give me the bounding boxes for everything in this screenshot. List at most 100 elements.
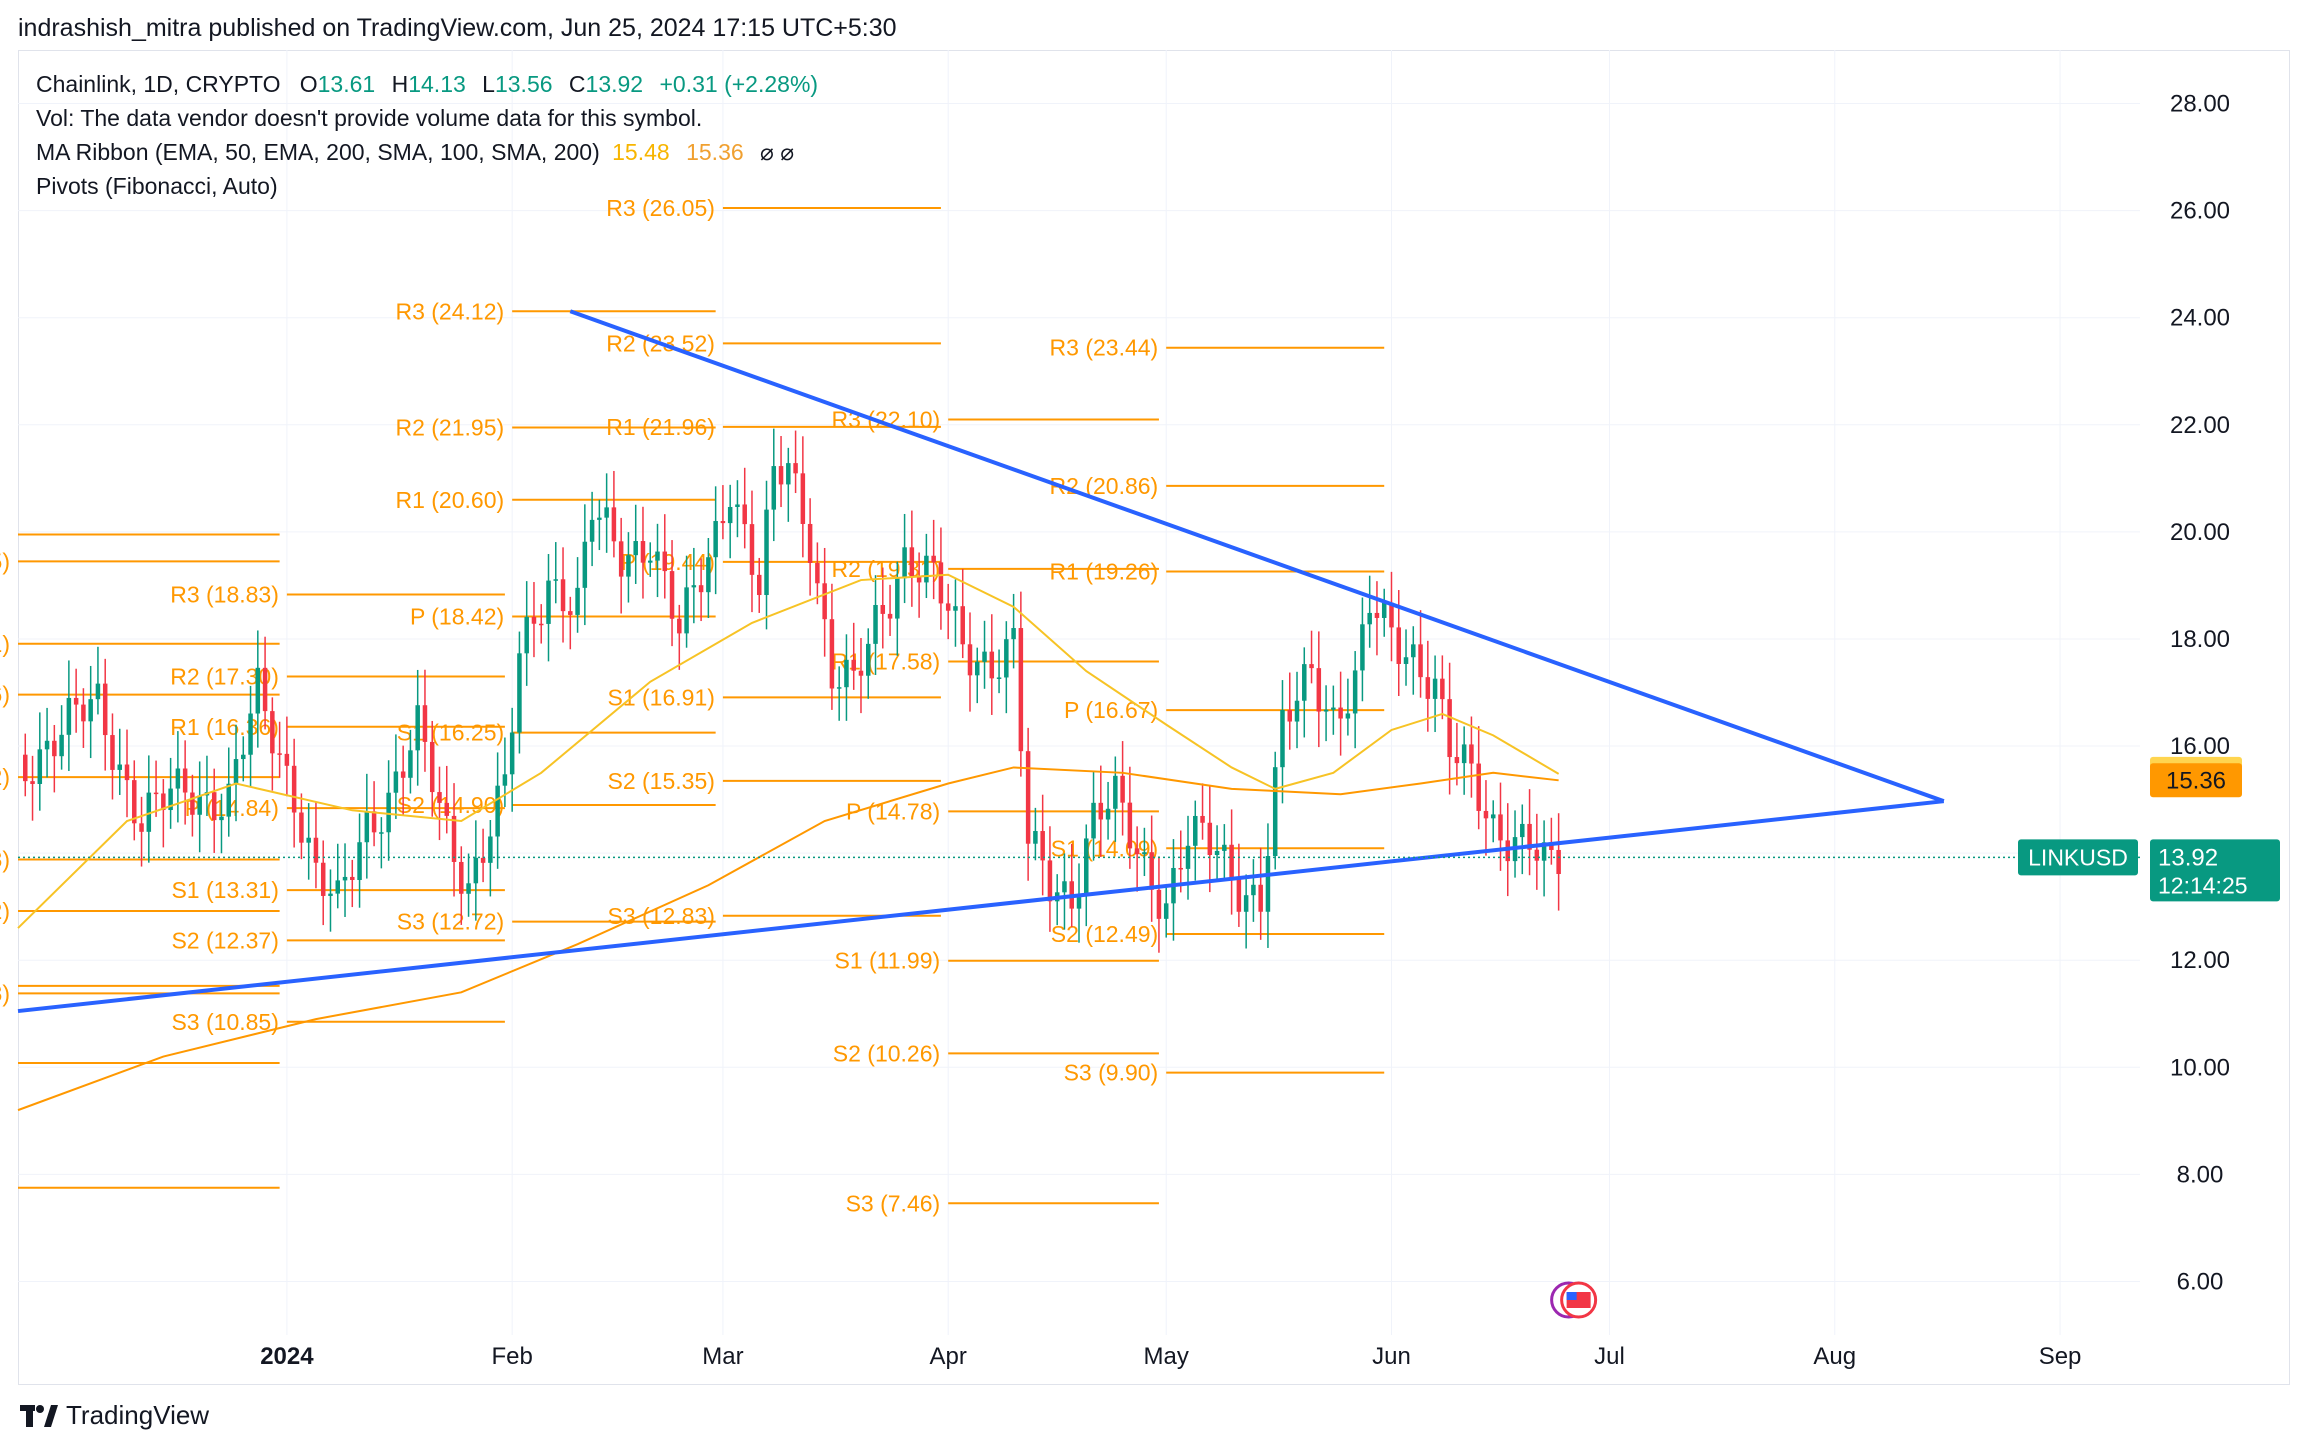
pivot-level-label: P (15.42) [0,764,10,790]
candle-body [1396,627,1402,664]
candle-body [1098,802,1104,820]
pivot-level-label: R1 (17.58) [832,648,941,674]
pivot-level-label: P (18.42) [410,603,504,629]
pivot-level-label: R3 (18.83) [170,582,279,608]
x-tick-label: May [1144,1343,1189,1370]
legend-c-value: 13.92 [585,71,644,97]
legend-ma-ribbon[interactable]: MA Ribbon (EMA, 50, EMA, 200, SMA, 100, … [36,139,794,166]
pivot-level-label: R1 (21.96) [606,414,715,440]
trendline [17,799,1945,1014]
x-tick-label: Apr [930,1343,967,1370]
candle-body [1520,823,1525,838]
candle-body [1476,763,1481,811]
pivot-level-label: S1 (11.99) [834,948,940,974]
pivot-level-label: R1 (19.26) [1050,558,1159,584]
y-tick-label: 18.00 [2170,626,2230,653]
candle-body [175,768,181,789]
candle-body [735,504,740,507]
candle-body [604,507,609,518]
candle-body [786,463,791,485]
pivot-level-label: S3 (7.46) [846,1190,941,1216]
pivot-level-label: R1 (16.36) [170,714,279,740]
candle-body [320,862,326,896]
candle-body [335,880,341,894]
publisher-line: indrashish_mitra published on TradingVie… [18,14,897,42]
candle-body [1374,612,1380,618]
candle-body [582,541,588,588]
candle-body [647,560,653,563]
candle-body [1163,903,1169,919]
candle-body [916,577,922,583]
candle-body [139,823,144,832]
candle-body [895,578,900,619]
flag-event-icon[interactable] [1550,1281,1598,1319]
candle-body [66,697,72,735]
candle-body [386,792,391,833]
candle-body [1011,628,1016,640]
candle-body [262,667,268,712]
candle-body [1505,840,1511,862]
candle-body [851,659,856,671]
candle-body [23,754,28,782]
price-label-box [2150,763,2242,798]
candle-body [357,842,362,880]
pivot-level-label: P (14.78) [846,798,940,824]
candle-body [1541,842,1547,861]
candle-body [618,541,624,577]
candle-body [1403,657,1409,664]
candle-body [371,811,377,833]
candle-body [1461,744,1467,764]
pivot-level-label: S3 (9.90) [1064,1060,1159,1086]
candle-body [1149,852,1154,890]
candle-body [982,651,987,662]
candle-body [1076,894,1082,909]
candle-body [415,705,420,751]
candle-body [713,521,718,558]
candle-body [233,759,239,784]
last-price-countdown: 12:14:25 [2158,872,2248,898]
tradingview-brand[interactable]: TradingView [20,1400,209,1431]
candle-body [466,883,471,894]
candle-body [756,574,762,596]
candle-body [1265,856,1271,912]
candle-body [480,857,486,863]
candle-body [1411,644,1416,658]
symbol-tag-text: LINKUSD [2028,844,2128,870]
pivot-level-label: R3 (26.05) [606,195,715,221]
candle-body [88,699,93,722]
pivot-level-label: R2 (19.31) [832,556,941,582]
candle-body [1178,867,1183,870]
candle-body [306,837,311,843]
candle-body [669,571,675,619]
candle-body [589,519,595,542]
candle-body [844,659,849,688]
candle-body [698,585,704,593]
y-tick-label: 26.00 [2170,198,2230,225]
pivot-level-label: S1 (16.91) [608,684,715,710]
candle-body [742,504,747,525]
ma-ribbon-label: MA Ribbon (EMA, 50, EMA, 200, SMA, 100, … [36,139,600,165]
y-tick-label: 22.00 [2170,412,2230,439]
legend-volume: Vol: The data vendor doesn't provide vol… [36,105,703,131]
candle-body [800,473,806,524]
candle-body [1498,814,1503,841]
candle-body [1062,881,1067,893]
candle-body [1345,713,1351,719]
candle-body [379,832,384,834]
candle-body [350,876,355,880]
candle-body [807,523,813,563]
candle-body [1040,831,1045,861]
candle-body [313,837,319,863]
legend-pivots[interactable]: Pivots (Fibonacci, Auto) [36,173,278,199]
candle-body [95,683,101,700]
legend-symbol: Chainlink, 1D, CRYPTO [36,71,281,97]
candle-body [1193,815,1198,846]
candle-body [1207,822,1213,856]
candle-body [451,815,457,862]
candle-body [299,812,304,843]
candle-body [553,579,559,581]
candle-body [1047,860,1053,902]
candle-body [211,792,217,821]
ma-ribbon-value-b: 15.36 [686,139,744,165]
